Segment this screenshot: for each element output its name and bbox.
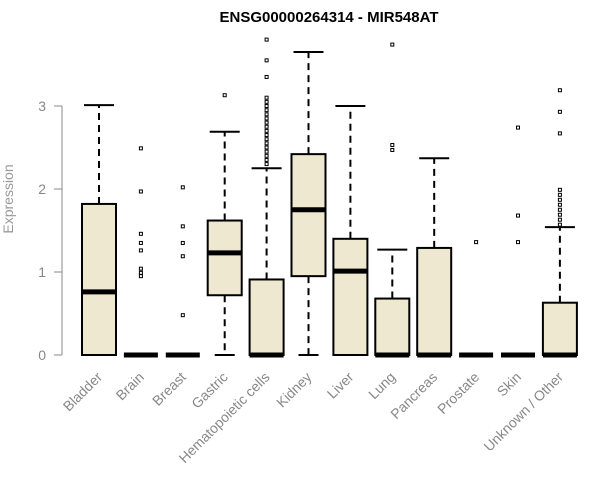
- outlier-point: [222, 93, 227, 98]
- box-body: [248, 278, 285, 356]
- outlier-point: [557, 88, 562, 93]
- outlier-point: [138, 231, 143, 236]
- outlier-point: [264, 116, 269, 121]
- outlier-point: [264, 153, 269, 158]
- outlier-point: [390, 147, 395, 152]
- x-tick-label: Unknown / Other: [480, 369, 566, 455]
- x-tick-label: Breast: [149, 369, 189, 409]
- outlier-point: [180, 254, 185, 259]
- outlier-point: [557, 217, 562, 222]
- outlier-point: [557, 212, 562, 217]
- y-tick-label: 0: [38, 347, 46, 363]
- box-pancreas: [416, 157, 453, 358]
- box-prostate: [459, 240, 494, 358]
- outlier-point: [557, 197, 562, 202]
- outlier-point: [516, 125, 520, 130]
- outlier-point: [138, 266, 143, 271]
- outlier-point: [264, 108, 269, 113]
- x-tick-label: Pancreas: [387, 369, 440, 422]
- outlier-point: [557, 207, 562, 212]
- outlier-point: [474, 240, 479, 245]
- outlier-point: [264, 112, 269, 117]
- outlier-point: [264, 141, 269, 146]
- outlier-point: [264, 58, 269, 63]
- outlier-point: [264, 104, 269, 108]
- outlier-point: [264, 124, 269, 129]
- box-kidney: [290, 51, 327, 356]
- box-bladder: [81, 104, 117, 356]
- outlier-point: [264, 120, 269, 125]
- boxes-group: [81, 37, 578, 358]
- box-body: [206, 219, 243, 297]
- outlier-point: [180, 313, 185, 318]
- x-tick-label: Prostate: [434, 369, 482, 417]
- box-body: [81, 202, 117, 356]
- box-body: [290, 153, 327, 278]
- outlier-point: [138, 146, 143, 151]
- outlier-point: [557, 202, 562, 207]
- outlier-point: [138, 270, 143, 275]
- y-tick-label: 3: [38, 98, 46, 114]
- outlier-point: [264, 99, 269, 104]
- y-axis: 0 1 2 3: [38, 98, 63, 363]
- outlier-point: [138, 274, 143, 279]
- box-body: [416, 246, 453, 356]
- outlier-point: [264, 137, 269, 142]
- outlier-point: [557, 109, 562, 114]
- x-tick-label: Kidney: [273, 369, 315, 411]
- outlier-point: [390, 42, 395, 47]
- x-tick-label: Bladder: [60, 369, 106, 415]
- y-axis-label: Expression: [0, 164, 16, 233]
- y-tick-label: 1: [38, 264, 46, 280]
- outlier-point: [264, 149, 269, 154]
- box-body: [374, 297, 411, 356]
- y-tick-label: 2: [38, 181, 46, 197]
- box-body: [332, 237, 369, 356]
- box-liver: [332, 105, 369, 356]
- outlier-point: [264, 145, 269, 150]
- outlier-point: [264, 95, 269, 100]
- box-breast: [165, 185, 200, 358]
- outlier-point: [557, 222, 562, 227]
- outlier-point: [264, 162, 269, 167]
- outlier-point: [264, 74, 269, 79]
- box-body: [541, 301, 578, 356]
- outlier-point: [516, 240, 520, 245]
- outlier-point: [516, 213, 520, 218]
- outlier-point: [180, 224, 185, 229]
- outlier-point: [390, 143, 395, 148]
- outlier-point: [264, 128, 269, 133]
- outlier-point: [557, 192, 562, 197]
- outlier-point: [180, 240, 185, 245]
- x-tick-label: Brain: [113, 369, 147, 403]
- box-gastric: [206, 93, 243, 356]
- outlier-point: [138, 248, 143, 253]
- outlier-point: [264, 157, 269, 162]
- x-tick-label: Liver: [324, 369, 357, 402]
- outlier-point: [557, 131, 562, 136]
- outlier-point: [138, 240, 143, 245]
- outlier-point: [264, 37, 269, 42]
- outlier-point: [557, 187, 562, 192]
- box-hematopoietic-cells: [248, 37, 285, 358]
- box-brain: [123, 146, 158, 358]
- chart-title: ENSG00000264314 - MIR548AT: [219, 9, 438, 26]
- x-tick-label: Skin: [494, 369, 525, 400]
- box-unknown-other: [541, 88, 578, 358]
- outlier-point: [180, 185, 185, 190]
- box-lung: [374, 42, 411, 358]
- outlier-point: [264, 133, 269, 138]
- outlier-point: [138, 189, 143, 194]
- box-skin: [501, 125, 535, 358]
- x-tick-label: Lung: [365, 369, 398, 402]
